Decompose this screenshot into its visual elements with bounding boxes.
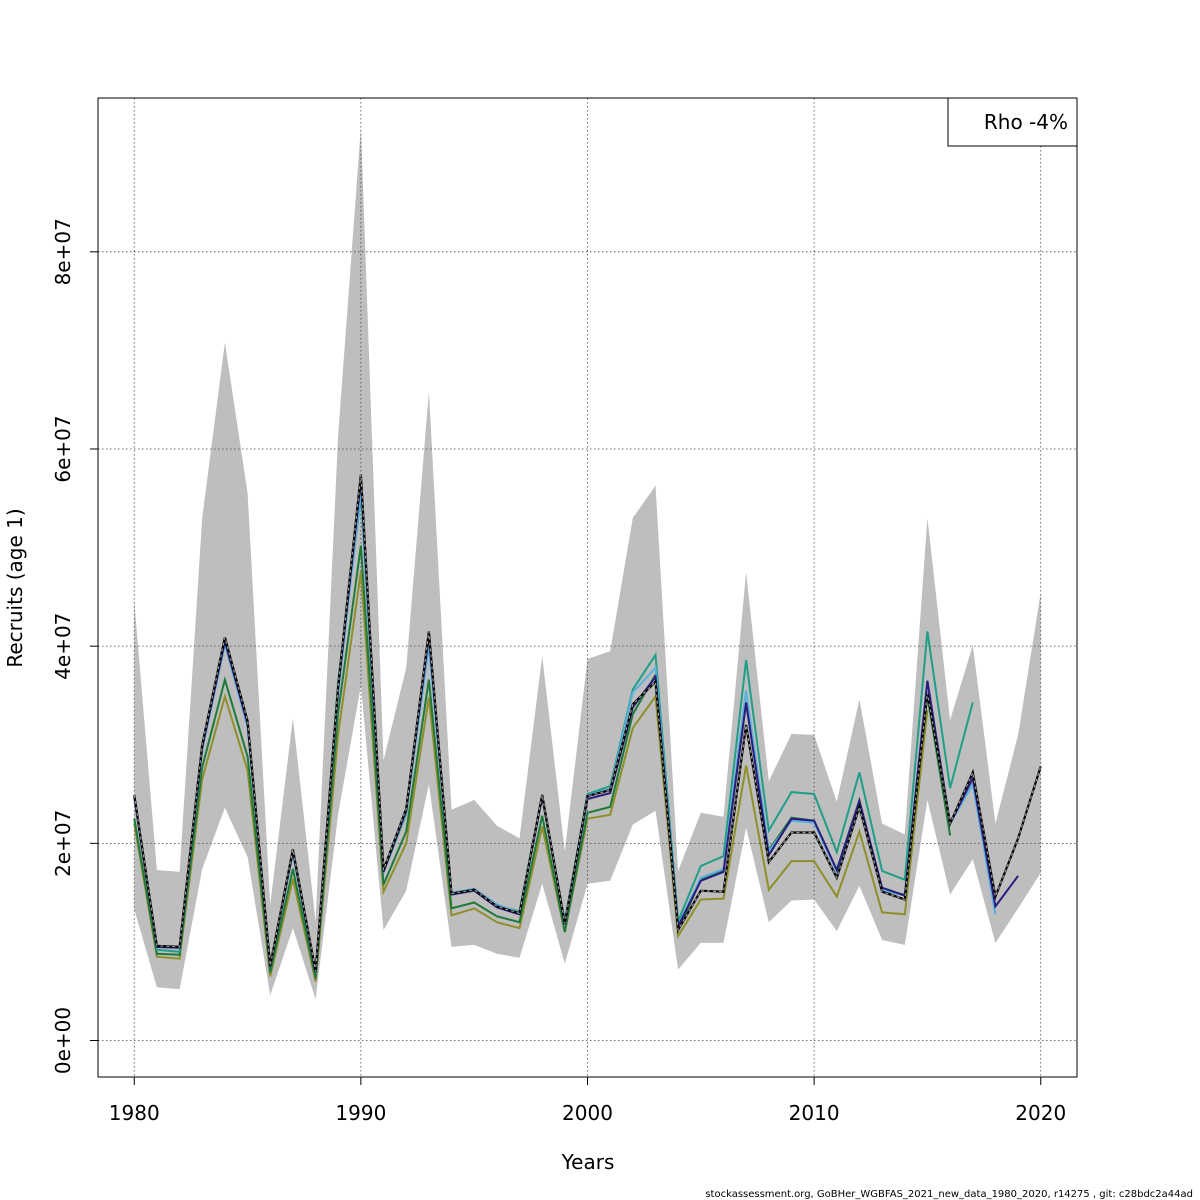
y-tick-label-0: 0e+00 [51,1007,75,1074]
x-tick-label-2: 2000 [562,1101,613,1125]
footer-text: stockassessment.org, GoBHer_WGBFAS_2021_… [705,1189,1193,1200]
y-tick-label-2: 4e+07 [51,613,75,680]
x-tick-label-3: 2010 [789,1101,840,1125]
axis-layer: 1980 1990 2000 2010 2020 0e+00 2e+07 4e+07 6e+07… [51,218,1066,1125]
x-axis-title: Years [561,1150,615,1174]
legend: Rho -4% [947,97,1078,147]
x-tick-label-1: 1990 [335,1101,386,1125]
series-line-0-base [133,474,1042,972]
grid-layer [98,98,1077,1077]
y-tick-label-1: 2e+07 [51,810,75,877]
legend-text: Rho -4% [984,110,1068,134]
confidence-band-layer [134,127,1041,1000]
confidence-band [134,127,1041,1000]
y-tick-label-3: 6e+07 [51,415,75,482]
y-tick-label-4: 8e+07 [51,218,75,285]
legend-box [947,97,1078,147]
series-layer [133,474,1042,982]
x-tick-label-4: 2020 [1015,1101,1066,1125]
y-axis-title: Recruits (age 1) [3,508,27,667]
x-tick-label-0: 1980 [109,1101,160,1125]
